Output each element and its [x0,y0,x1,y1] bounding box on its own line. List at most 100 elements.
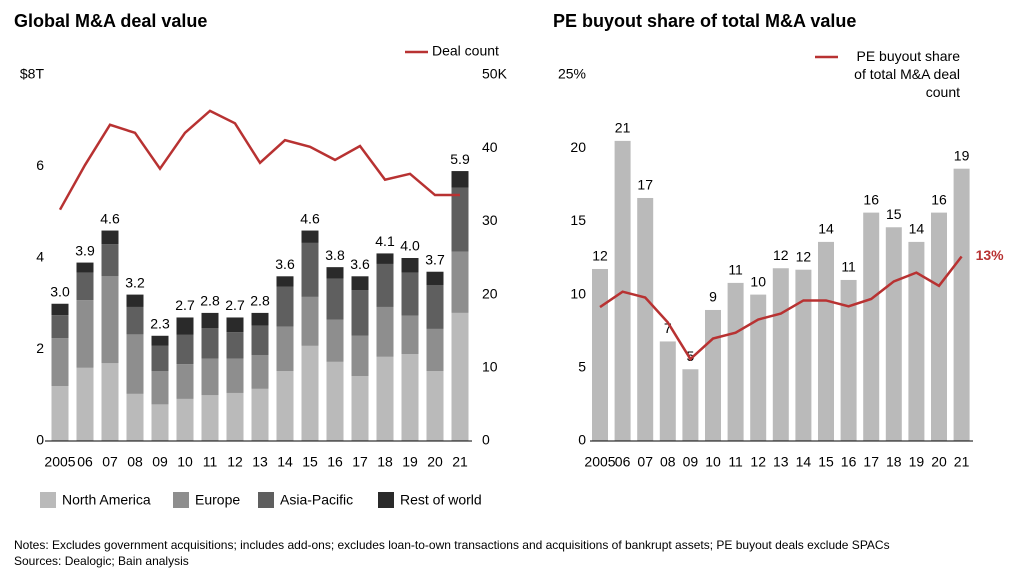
value-label: 12 [796,248,812,264]
x-tick-label: 20 [427,454,443,470]
x-tick-label: 08 [127,454,143,470]
bar-segment [401,354,419,441]
total-label: 2.8 [200,293,220,309]
bar-segment [451,251,469,313]
y-tick-label: 0 [36,432,44,448]
bar-segment [201,312,219,328]
bar [818,241,834,441]
bar-segment [401,258,419,273]
legend-label: Asia-Pacific [280,492,353,508]
bar-segment [426,328,444,372]
x-tick-label: 10 [177,454,193,470]
bar-segment [351,290,369,336]
y-tick-label: $8T [20,66,45,82]
bar-segment [101,276,119,364]
bar-segment [376,356,394,441]
bar-segment [76,367,94,441]
bar [682,369,699,441]
bar-segment [51,338,69,387]
x-tick-label: 21 [954,454,970,470]
bar-segment [251,312,269,326]
legend-label: Deal count [432,43,499,59]
total-label: 3.8 [325,247,345,263]
x-tick-label: 11 [728,454,743,470]
notes: Notes: Excludes government acquisitions;… [14,538,890,552]
end-label: 13% [976,247,1005,263]
bar [908,241,925,441]
bar-segment [151,335,169,346]
bar-segment [401,272,419,316]
y-tick-label: 15 [570,212,586,228]
bar-segment [126,393,144,441]
total-label: 3.0 [50,283,70,299]
bar-segment [101,363,119,441]
x-tick-label: 09 [152,454,168,470]
bar-segment [76,262,94,273]
bar [863,212,880,441]
x-tick-label: 15 [818,454,834,470]
x-tick-label: 06 [77,454,93,470]
y-tick-label: 4 [36,249,44,265]
value-label: 7 [664,320,672,336]
bar-segment [351,335,369,377]
legend-swatch [258,492,274,508]
bar-segment [426,284,444,329]
bar-segment [426,271,444,285]
y-tick-label: 10 [570,285,586,301]
y2-tick-label: 0 [482,432,490,448]
line [599,255,963,361]
bar-segment [151,371,169,405]
bar-segment [276,326,294,372]
bar-segment [176,364,194,399]
x-tick-label: 06 [615,454,631,470]
bar-segment [151,345,169,372]
bar-segment [126,306,144,335]
x-tick-label: 18 [377,454,393,470]
x-tick-label: 13 [773,454,789,470]
value-label: 16 [863,191,879,207]
value-label: 11 [841,259,856,275]
x-tick-label: 19 [402,454,418,470]
bar-segment [76,300,94,368]
bar-segment [226,332,244,359]
x-tick-label: 13 [252,454,268,470]
bar-segment [426,371,444,441]
bar-segment [376,253,394,264]
bar-segment [101,244,119,277]
bar-segment [301,296,319,346]
bar [727,282,744,441]
y-tick-label: 2 [36,340,44,356]
y2-tick-label: 40 [482,139,498,155]
legend-swatch [173,492,189,508]
bar [885,227,902,441]
bar-segment [151,404,169,441]
y-tick-label: 6 [36,157,44,173]
value-label: 14 [909,221,925,237]
legend-label: Rest of world [400,492,482,508]
bar-segment [351,276,369,291]
bar-segment [101,230,119,245]
bar [705,309,721,441]
chart-title: PE buyout share of total M&A value [553,11,856,31]
bar-segment [301,242,319,297]
bar-segment [126,334,144,394]
legend-label: PE buyout share of total M&A deal count [854,48,960,100]
bar [772,268,789,441]
y-tick-label: 0 [578,432,586,448]
x-tick-label: 16 [327,454,343,470]
x-tick-label: 21 [452,454,468,470]
x-tick-label: 11 [203,454,218,470]
bar-segment [176,334,194,365]
value-label: 19 [954,147,970,163]
bar-segment [176,398,194,441]
value-label: 11 [728,262,743,278]
total-label: 3.6 [350,256,370,272]
x-tick-label: 19 [909,454,925,470]
y2-tick-label: 10 [482,359,498,375]
value-label: 9 [709,289,717,305]
x-tick-label: 17 [352,454,368,470]
x-tick-label: 12 [750,454,766,470]
value-label: 14 [818,221,834,237]
